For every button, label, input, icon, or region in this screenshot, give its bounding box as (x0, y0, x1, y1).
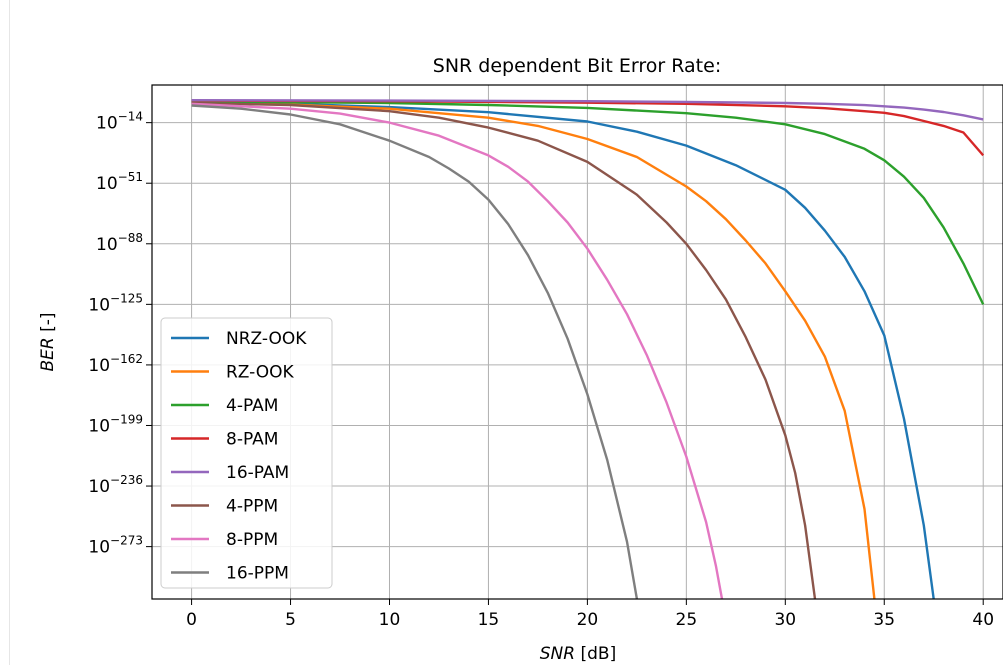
legend-box (160, 317, 333, 589)
chart-title: SNR dependent Bit Error Rate: (433, 55, 721, 77)
series-line-4-ppm (191, 101, 817, 599)
x-tick-label: 30 (774, 610, 796, 630)
series-line-8-ppm (191, 102, 724, 599)
y-tick-label: 10−273 (88, 534, 143, 558)
series-line-rz-ook (191, 101, 876, 599)
y-tick-label: 10−236 (88, 473, 143, 497)
series-line-16-pam (191, 98, 984, 121)
y-tick-label: 10−125 (88, 291, 143, 315)
y-tick-label: 10−14 (96, 110, 143, 134)
series-line-nrz-ook (191, 100, 935, 599)
y-tick-label: 10−88 (96, 231, 143, 255)
legend-label-8-ppm: 8-PPM (226, 530, 278, 550)
y-axis-label: BER [-] (38, 312, 58, 371)
panel-left-edge (9, 0, 10, 665)
series-line-8-pam (191, 99, 985, 157)
y-axis: 10−14 10−51 10−88 10−125 10−162 10−199 10−236 1… (88, 110, 152, 558)
x-tick-label: 0 (186, 610, 197, 630)
plot-frame (151, 84, 1003, 600)
series-layer (191, 98, 985, 599)
x-tick-label: 5 (285, 610, 296, 630)
x-tick-label: 25 (676, 610, 698, 630)
legend-label-nrz-ook: NRZ-OOK (226, 329, 307, 349)
legend-label-4-pam: 4-PAM (226, 396, 278, 416)
x-tick-label: 35 (873, 610, 895, 630)
x-tick-label: 40 (972, 610, 994, 630)
y-tick-label: 10−162 (88, 352, 143, 376)
legend: NRZ-OOK RZ-OOK 4-PAM 8-PAM 16-PAM 4-PPM 8-PPM 1… (160, 317, 333, 589)
x-tick-label: 10 (379, 610, 401, 630)
legend-label-rz-ook: RZ-OOK (226, 363, 295, 383)
x-tick-label: 20 (577, 610, 599, 630)
y-tick-label: 10−51 (96, 170, 143, 194)
series-line-16-ppm (191, 104, 639, 599)
x-tick-label: 15 (478, 610, 500, 630)
legend-label-16-pam: 16-PAM (226, 463, 289, 483)
series-line-4-pam (191, 100, 985, 305)
legend-label-4-ppm: 4-PPM (226, 497, 278, 517)
x-axis: 0 5 10 15 20 25 30 35 40 (186, 599, 994, 630)
legend-label-8-pam: 8-PAM (226, 430, 278, 450)
legend-label-16-ppm: 16-PPM (226, 564, 289, 584)
y-tick-label: 10−199 (88, 412, 143, 436)
x-axis-label: SNR [dB] (540, 644, 616, 664)
